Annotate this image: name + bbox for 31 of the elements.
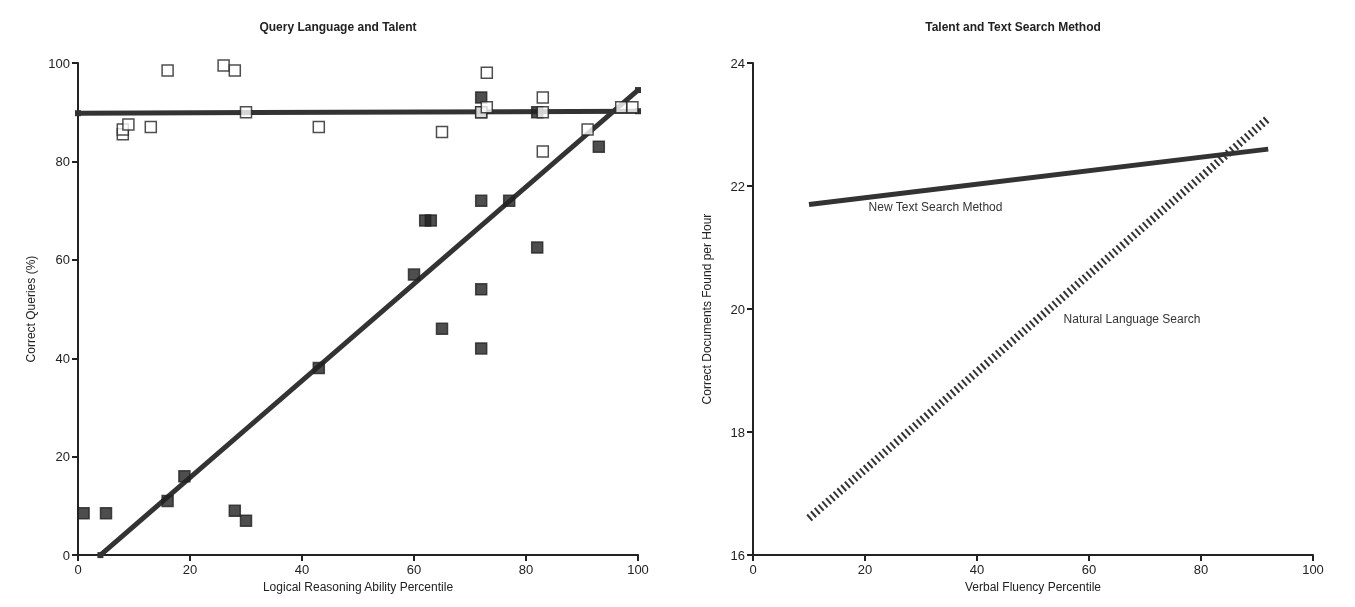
x-axis-title: Verbal Fluency Percentile <box>964 580 1102 594</box>
y-tick-label: 60 <box>55 252 70 268</box>
x-axis-title: Logical Reasoning Ability Percentile <box>262 580 454 594</box>
y-tick-label: 100 <box>48 55 70 71</box>
x-tick-label: 20 <box>857 562 873 578</box>
x-tick-label: 100 <box>627 562 649 578</box>
x-tick-label: 40 <box>294 562 310 578</box>
y-axis-title: Correct Documents Found per Hour <box>700 213 714 405</box>
series-label: New Text Search Method <box>868 199 1003 214</box>
x-tick-label: 0 <box>749 562 757 578</box>
y-tick-label: 24 <box>730 55 745 71</box>
x-tick-label: 100 <box>1302 562 1324 578</box>
series-label: Natural Language Search <box>1063 312 1201 327</box>
y-tick-label: 16 <box>730 547 745 563</box>
x-tick-label: 20 <box>182 562 198 578</box>
y-tick-label: 22 <box>730 178 745 194</box>
y-tick-label: 80 <box>55 153 70 169</box>
x-tick-label: 0 <box>74 562 82 578</box>
x-tick-label: 40 <box>969 562 985 578</box>
y-tick-label: 18 <box>730 424 745 440</box>
x-tick-label: 80 <box>1193 562 1209 578</box>
x-tick-label: 60 <box>406 562 422 578</box>
chart-title: Query Language and Talent <box>259 20 417 34</box>
chart-title: Talent and Text Search Method <box>925 20 1101 34</box>
y-axis-title: Correct Queries (%) <box>24 255 39 363</box>
x-tick-label: 60 <box>1081 562 1097 578</box>
y-tick-label: 40 <box>55 350 70 366</box>
y-tick-label: 0 <box>62 547 70 563</box>
y-tick-label: 20 <box>55 449 70 465</box>
x-tick-label: 80 <box>518 562 534 578</box>
y-tick-label: 20 <box>730 301 745 317</box>
